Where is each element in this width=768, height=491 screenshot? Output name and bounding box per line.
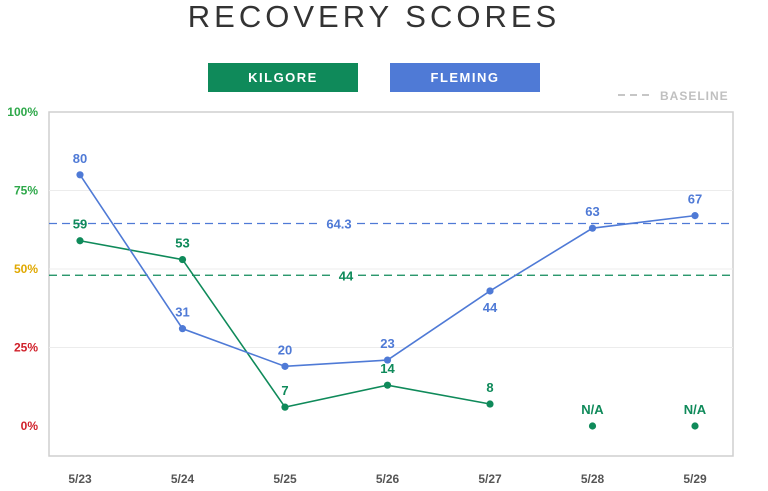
- x-axis-ticks: 5/23 5/24 5/25 5/26 5/27 5/28 5/29: [68, 472, 707, 486]
- data-label: N/A: [684, 402, 707, 417]
- baselines: 44 64.3: [49, 216, 733, 283]
- data-label: 31: [175, 305, 189, 320]
- data-point: [178, 255, 187, 264]
- data-label: 14: [380, 361, 395, 376]
- data-point: [691, 212, 699, 220]
- chart-title: RECOVERY SCORES: [188, 0, 560, 34]
- data-label: 59: [73, 217, 87, 232]
- data-point: [486, 400, 494, 408]
- data-point: [383, 356, 392, 364]
- data-point: [76, 237, 84, 245]
- data-point: [486, 287, 494, 295]
- gridlines: [49, 190, 733, 348]
- data-point: [383, 381, 392, 389]
- baseline-label-fleming: 64.3: [326, 216, 351, 231]
- data-label: 8: [486, 380, 493, 395]
- data-label: 20: [278, 342, 292, 357]
- data-label: 80: [73, 151, 87, 166]
- series-fleming: 80 31 20 23 44 63 67: [73, 151, 702, 370]
- series-layer: 59 53 7 14 8 N/A N/A 80 31 20 23 44 63 67: [73, 151, 707, 430]
- y-tick-label: 25%: [14, 341, 38, 355]
- data-point: [281, 362, 289, 370]
- x-tick-label: 5/27: [478, 472, 502, 486]
- baseline-legend-label: BASELINE: [660, 89, 729, 103]
- legend-fleming-swatch: [390, 63, 540, 92]
- data-label: 44: [483, 300, 498, 315]
- data-label: 63: [585, 204, 599, 219]
- baseline-legend: BASELINE: [618, 89, 729, 103]
- x-tick-label: 5/23: [68, 472, 92, 486]
- legend-fleming-label: FLEMING: [431, 70, 500, 85]
- legend: KILGORE FLEMING: [208, 63, 540, 92]
- x-tick-label: 5/25: [273, 472, 297, 486]
- plot-frame: [48, 111, 734, 457]
- data-label: 23: [380, 336, 394, 351]
- data-label: N/A: [581, 402, 604, 417]
- x-tick-label: 5/28: [581, 472, 605, 486]
- data-point: [76, 171, 84, 179]
- data-point: [588, 422, 597, 430]
- legend-kilgore-label: KILGORE: [248, 70, 318, 85]
- x-tick-label: 5/26: [376, 472, 400, 486]
- data-label: 7: [281, 383, 288, 398]
- data-label: 67: [688, 192, 702, 207]
- x-tick-label: 5/29: [683, 472, 707, 486]
- data-label: 53: [175, 236, 189, 251]
- y-tick-label: 0%: [21, 419, 39, 433]
- y-tick-label: 50%: [14, 262, 38, 276]
- data-point: [588, 224, 597, 232]
- y-tick-label: 100%: [7, 105, 38, 119]
- data-point: [281, 403, 289, 411]
- x-tick-label: 5/24: [171, 472, 195, 486]
- baseline-label-kilgore: 44: [339, 268, 354, 283]
- legend-kilgore-swatch: [208, 63, 358, 92]
- data-point: [178, 325, 187, 333]
- series-kilgore: 59 53 7 14 8 N/A N/A: [73, 217, 707, 430]
- y-axis-ticks: 100% 75% 50% 25% 0%: [7, 105, 38, 433]
- y-tick-label: 75%: [14, 184, 38, 198]
- data-point: [691, 422, 699, 430]
